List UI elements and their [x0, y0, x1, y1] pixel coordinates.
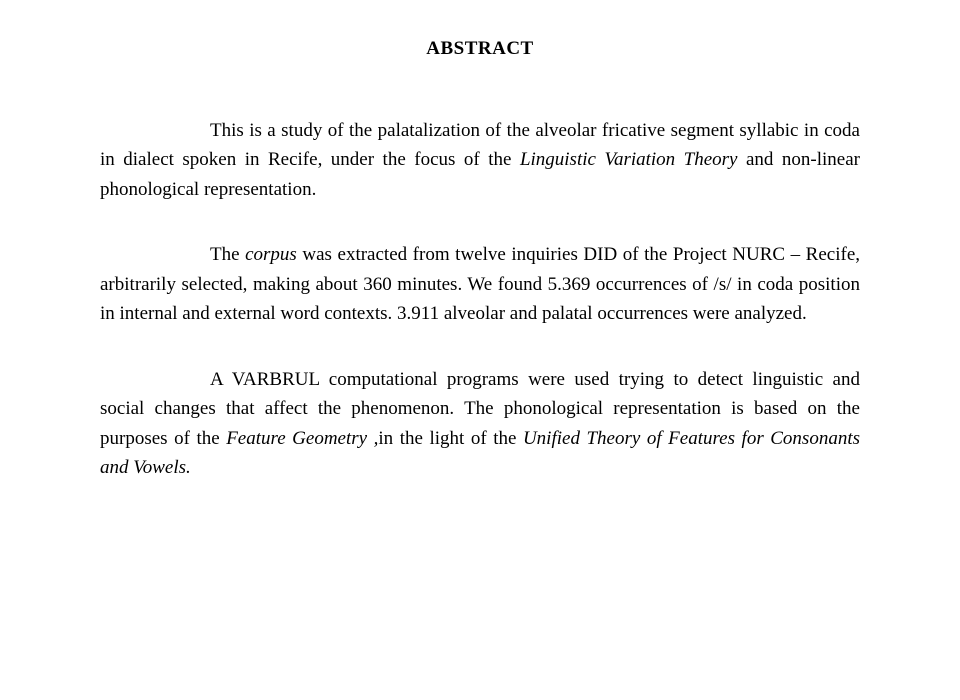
- paragraph: This is a study of the palatalization of…: [100, 116, 860, 204]
- italic-text: Linguistic Variation Theory: [520, 149, 738, 170]
- paragraph: The corpus was extracted from twelve inq…: [100, 240, 860, 328]
- paragraphs-container: This is a study of the palatalization of…: [100, 116, 860, 482]
- document-page: ABSTRACT This is a study of the palatali…: [0, 0, 960, 522]
- paragraph: A VARBRUL computational programs were us…: [100, 365, 860, 483]
- italic-text: Feature Geometry ,: [226, 428, 378, 449]
- body-text: The: [210, 244, 245, 265]
- abstract-heading: ABSTRACT: [100, 38, 860, 60]
- italic-text: corpus: [245, 244, 297, 265]
- body-text: in the light of the: [378, 428, 523, 449]
